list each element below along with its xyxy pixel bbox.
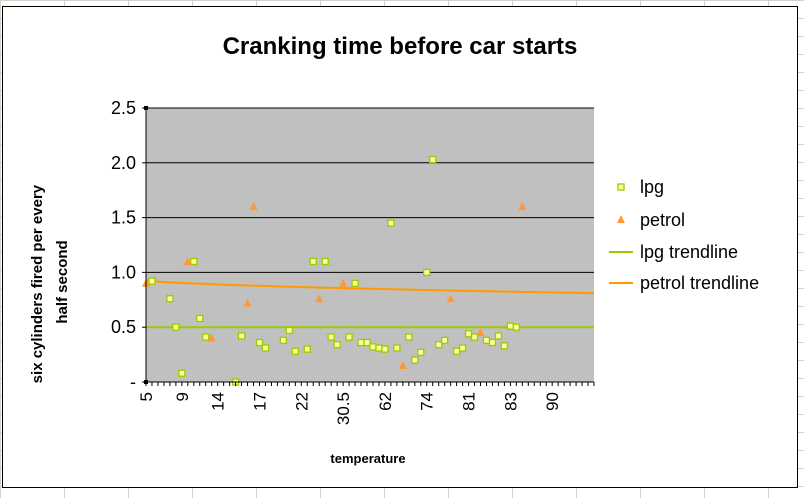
lpg-point	[363, 338, 371, 347]
legend-label: lpg trendline	[640, 242, 738, 262]
lpg-point	[417, 348, 425, 357]
y-tick-label: 1.5	[111, 208, 136, 228]
trendline-1	[145, 279, 595, 295]
petrol-point	[446, 294, 455, 303]
lpg-point	[291, 347, 299, 355]
y-tick-label: 2.0	[111, 153, 136, 173]
lpg-point	[369, 343, 377, 351]
lpg-point	[458, 344, 467, 352]
lpg-point	[309, 257, 317, 266]
lpg-point	[351, 279, 359, 288]
x-tick-label: 74	[418, 392, 437, 411]
legend-label: lpg	[640, 177, 664, 197]
lpg-point	[327, 333, 335, 341]
y-tick-label: 2.5	[111, 98, 136, 118]
y-axis-ticks: - 0.5 1.0 1.5 2.0 2.5	[111, 98, 146, 392]
lpg-point	[452, 347, 461, 355]
x-axis-title: temperature	[330, 451, 405, 466]
lpg-point	[387, 219, 395, 227]
lpg-point	[393, 344, 401, 352]
legend[interactable]: lpg petrol lpg trendline petrol trendline	[609, 177, 759, 293]
lpg-point	[435, 341, 443, 349]
x-axis-ticks: 5 9 14 17 22 30.5 62 74 81 83 90	[137, 382, 595, 425]
petrol-point	[315, 294, 324, 303]
petrol-point	[476, 328, 485, 337]
petrol-point	[518, 202, 527, 211]
x-tick-label: 83	[501, 392, 520, 411]
lpg-point	[494, 332, 503, 340]
y-axis-title-line-1: six cylinders fired per every	[29, 184, 46, 383]
x-tick-label: 14	[209, 392, 228, 411]
lpg-point	[190, 257, 198, 266]
petrol-point	[398, 361, 407, 370]
x-tick-label: 81	[460, 392, 479, 411]
y-axis-title: six cylinders fired per every half secon…	[29, 181, 71, 384]
lpg-point	[357, 338, 365, 347]
chart-title: Cranking time before car starts	[223, 33, 578, 60]
y-axis-title-line-2: half second	[54, 240, 71, 323]
lpg-point	[196, 314, 204, 323]
legend-label: petrol	[640, 210, 685, 230]
lpg-point	[512, 323, 520, 331]
lpg-point	[488, 338, 497, 347]
lpg-point	[166, 295, 174, 303]
data-points	[142, 155, 527, 386]
y-tick-label: 1.0	[111, 262, 136, 282]
lpg-point	[261, 344, 270, 352]
legend-petrol-swatch	[617, 215, 625, 223]
lpg-point	[405, 333, 413, 341]
lpg-point	[375, 344, 383, 352]
lpg-point	[178, 369, 186, 377]
legend-label: petrol trendline	[640, 273, 759, 293]
x-tick-label: 17	[250, 392, 269, 411]
lpg-point	[429, 155, 437, 164]
lpg-point	[500, 342, 509, 350]
lpg-point	[255, 338, 264, 347]
petrol-point	[183, 256, 192, 265]
x-tick-label: 9	[173, 392, 192, 401]
lpg-point	[470, 333, 479, 341]
x-tick-label: 22	[292, 392, 311, 411]
petrol-point	[207, 333, 216, 342]
lpg-point	[279, 336, 288, 345]
lpg-point	[411, 356, 419, 364]
lpg-point	[321, 257, 329, 266]
lpg-point	[148, 277, 156, 285]
x-tick-label: 90	[543, 392, 562, 411]
lpg-point	[464, 330, 473, 338]
lpg-point	[345, 333, 353, 341]
lpg-point	[237, 332, 246, 340]
petrol-point	[339, 278, 348, 287]
lpg-point	[285, 326, 294, 335]
lpg-point	[303, 345, 311, 353]
x-tick-label: 5	[137, 392, 156, 401]
y-tick-label: 0.5	[111, 317, 136, 337]
plot-area[interactable]	[146, 108, 594, 382]
x-tick-label: 30.5	[334, 392, 353, 425]
petrol-point	[249, 202, 258, 211]
lpg-point	[333, 341, 341, 349]
petrol-point	[243, 298, 252, 307]
lpg-point	[381, 345, 389, 353]
lpg-point	[482, 336, 491, 345]
lpg-point	[423, 268, 431, 277]
legend-lpg-swatch	[617, 183, 625, 191]
lpg-point	[506, 322, 515, 330]
lpg-point	[202, 333, 210, 341]
y-tick-label: -	[130, 372, 136, 392]
x-tick-label: 62	[376, 392, 395, 411]
lpg-point	[441, 336, 449, 345]
lpg-point	[172, 323, 180, 331]
